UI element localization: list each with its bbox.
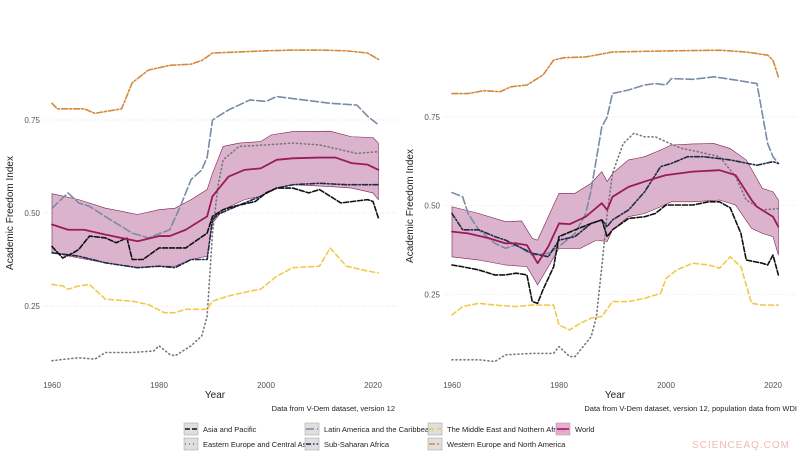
watermark: SCIENCEAQ.COM (692, 440, 790, 451)
series-line-sub-saharan-africa (51, 182, 380, 269)
x-tick-label: 1960 (43, 381, 61, 390)
series-line-world (51, 156, 380, 243)
x-tick-label: 1960 (443, 381, 461, 390)
x-tick-label: 1980 (550, 381, 568, 390)
legend-label: Western Europe and North America (447, 440, 566, 449)
legend-item: Eastern Europe and Central Asia (183, 437, 313, 451)
y-tick-label: 0.75 (24, 116, 40, 125)
y-tick-label: 0.50 (24, 209, 40, 218)
series-line-latin-america-and-the-caribbean (51, 95, 380, 239)
legend-key (183, 437, 199, 451)
legend-item: The Middle East and Nothern Africa (427, 422, 566, 436)
series-line-western-europe-and-north-america (51, 49, 380, 115)
legend-label: Asia and Pacific (203, 425, 257, 434)
y-axis-title: Academic Freedom Index (405, 149, 416, 263)
legend-label: The Middle East and Nothern Africa (447, 425, 566, 434)
series-line-asia-and-pacific (51, 187, 380, 261)
right-panel: Academic Freedom Index Year Data from V-… (405, 49, 798, 413)
x-tick-label: 2000 (257, 381, 275, 390)
legend-item: Latin America and the Caribbean (304, 422, 433, 436)
left-panel: Academic Freedom Index Year Data from V-… (5, 49, 398, 413)
x-tick-label: 2000 (657, 381, 675, 390)
world-confidence-band (51, 130, 379, 268)
series-line-asia-and-pacific (451, 200, 780, 305)
series-line-sub-saharan-africa (451, 155, 780, 258)
legend-item: Western Europe and North America (427, 437, 566, 451)
legend-key (427, 422, 443, 436)
legend-key (183, 422, 199, 436)
y-axis-title: Academic Freedom Index (5, 156, 16, 270)
legend-item: World (555, 422, 594, 436)
series-line-the-middle-east-and-nothern-africa (51, 247, 380, 314)
series-line-eastern-europe-and-central-asia (51, 142, 380, 362)
caption: Data from V-Dem dataset, version 12 (272, 404, 395, 413)
legend-key (304, 437, 320, 451)
series-line-western-europe-and-north-america (451, 49, 780, 95)
x-tick-label: 2020 (764, 381, 782, 390)
legend-item: Sub-Saharan Africa (304, 437, 390, 451)
world-confidence-band (451, 143, 779, 286)
legend-label: World (575, 425, 594, 434)
series-line-latin-america-and-the-caribbean (451, 76, 780, 256)
x-tick-label: 2020 (364, 381, 382, 390)
legend-item: Asia and Pacific (183, 422, 257, 436)
x-tick-label: 1980 (150, 381, 168, 390)
y-tick-label: 0.25 (24, 302, 40, 311)
series-line-world (451, 169, 780, 265)
y-tick-label: 0.25 (424, 290, 440, 299)
y-tick-label: 0.50 (424, 202, 440, 211)
legend: Asia and Pacific Eastern Europe and Centr… (183, 422, 594, 451)
legend-label: Latin America and the Caribbean (324, 425, 433, 434)
series-line-the-middle-east-and-nothern-africa (451, 256, 780, 331)
legend-label: Sub-Saharan Africa (324, 440, 390, 449)
x-axis-title: Year (605, 390, 626, 401)
legend-label: Eastern Europe and Central Asia (203, 440, 313, 449)
x-axis-title: Year (205, 390, 226, 401)
y-tick-label: 0.75 (424, 113, 440, 122)
caption: Data from V-Dem dataset, version 12, pop… (584, 404, 797, 413)
